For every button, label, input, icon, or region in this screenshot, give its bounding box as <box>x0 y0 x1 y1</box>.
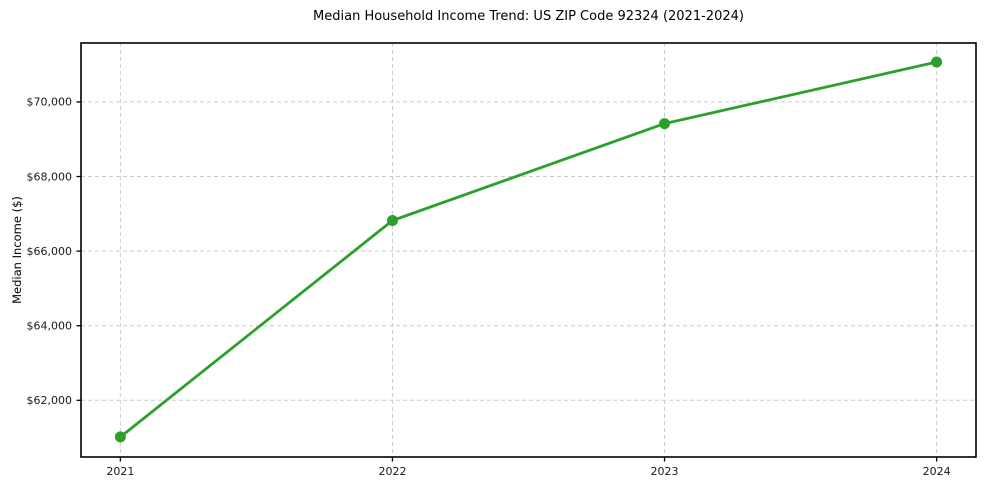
x-tick-label: 2023 <box>651 465 679 478</box>
y-tick-label: $62,000 <box>27 394 73 407</box>
plot-border <box>80 42 977 458</box>
x-tick-label: 2024 <box>923 465 951 478</box>
y-tick-label: $70,000 <box>27 96 73 109</box>
x-tick-label: 2022 <box>378 465 406 478</box>
trend-line <box>119 60 938 439</box>
y-tick-label: $68,000 <box>27 170 73 183</box>
data-point-2022 <box>387 215 398 226</box>
y-tick-label: $66,000 <box>27 245 73 258</box>
x-tick-label: 2021 <box>106 465 134 478</box>
data-point-2024 <box>931 56 943 68</box>
chart-title: Median Household Income Trend: US ZIP Co… <box>313 9 744 24</box>
y-tick-label: $64,000 <box>27 320 73 333</box>
data-point-2021 <box>114 431 126 443</box>
data-point-2023 <box>659 118 670 130</box>
